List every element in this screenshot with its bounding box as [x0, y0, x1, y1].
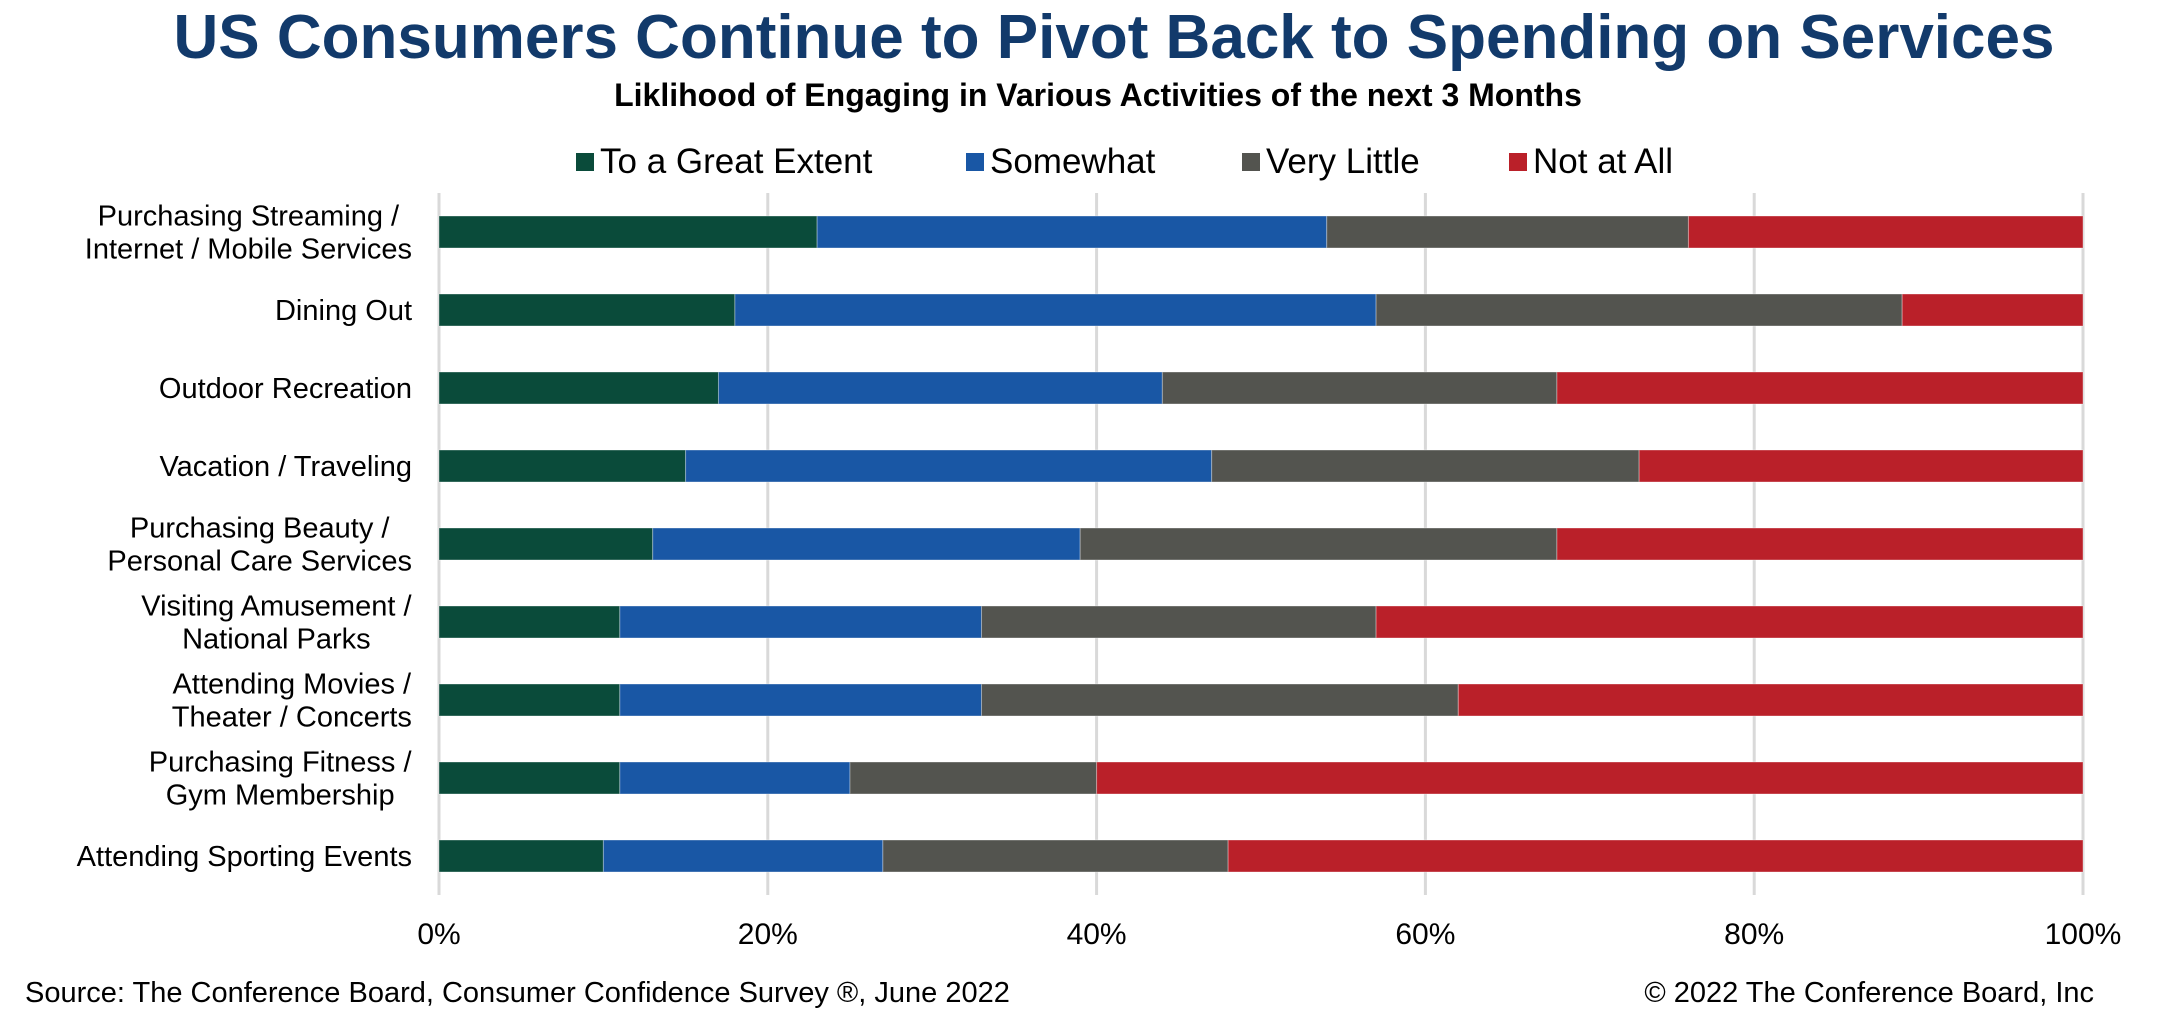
- category-label: Purchasing Fitness / Gym Membership: [149, 747, 413, 812]
- legend-swatch-not-at-all: [1509, 153, 1527, 171]
- bar-segment-very-little: [1079, 527, 1558, 561]
- category-label-line: Dining Out: [275, 295, 412, 327]
- x-tick-label: 20%: [738, 918, 798, 951]
- legend-label-very-little: Very Little: [1266, 142, 1420, 181]
- category-label-line: Attending Movies /: [173, 669, 413, 701]
- bar-segment-very-little: [882, 839, 1229, 873]
- bar-segment-somewhat: [602, 839, 884, 873]
- bar-segment-to-a-great-extent: [438, 839, 604, 873]
- bar-segment-not-at-all: [1227, 839, 2084, 873]
- legend-swatch-somewhat: [966, 153, 984, 171]
- bar-segment-to-a-great-extent: [438, 449, 687, 483]
- category-label: Vacation / Traveling: [159, 451, 412, 483]
- bar-segment-to-a-great-extent: [438, 215, 818, 249]
- x-tick-label: 60%: [1395, 918, 1455, 951]
- bar-segment-somewhat: [734, 293, 1377, 327]
- bar-segment-very-little: [981, 605, 1377, 639]
- bar-segment-not-at-all: [1638, 449, 2084, 483]
- category-label: Attending Sporting Events: [77, 841, 412, 873]
- bar-segment-very-little: [1211, 449, 1640, 483]
- chart-title: US Consumers Continue to Pivot Back to S…: [173, 3, 2055, 72]
- legend-item-very-little: Very Little: [1242, 142, 1420, 182]
- bar-segment-to-a-great-extent: [438, 761, 621, 795]
- bar-segment-not-at-all: [1556, 527, 2084, 561]
- bar-segment-very-little: [1326, 215, 1689, 249]
- legend-item-great-extent: To a Great Extent: [576, 142, 872, 182]
- bar-group-outdoor-recreation: [438, 371, 2084, 405]
- category-label-line: Vacation / Traveling: [159, 451, 412, 483]
- category-label-line: Visiting Amusement /: [141, 591, 412, 623]
- bar-segment-somewhat: [619, 761, 851, 795]
- bar-segment-to-a-great-extent: [438, 293, 736, 327]
- category-label: Dining Out: [275, 295, 412, 327]
- chart-subtitle: Liklihood of Engaging in Various Activit…: [614, 77, 1582, 113]
- bars: [438, 215, 2084, 873]
- bar-group-attending-movies-theater-concerts: [438, 683, 2084, 717]
- category-label-line: Purchasing Streaming /: [98, 201, 400, 233]
- x-tick-labels: 0% 20% 40% 60% 80% 100%: [417, 918, 2121, 951]
- x-tick-label: 40%: [1067, 918, 1127, 951]
- category-label-line: Personal Care Services: [107, 546, 412, 578]
- bar-segment-not-at-all: [1096, 761, 2084, 795]
- bar-segment-very-little: [849, 761, 1098, 795]
- source-note: Source: The Conference Board, Consumer C…: [25, 977, 1010, 1009]
- bar-segment-somewhat: [619, 683, 983, 717]
- bar-group-purchasing-fitness-gym-membership: [438, 761, 2084, 795]
- category-label: Purchasing Beauty / Personal Care Service…: [107, 513, 412, 578]
- bar-segment-not-at-all: [1901, 293, 2084, 327]
- legend-label-great-extent: To a Great Extent: [600, 142, 873, 181]
- category-label: Purchasing Streaming / Internet / Mobile …: [85, 201, 412, 266]
- bar-segment-very-little: [981, 683, 1459, 717]
- category-label-line: National Parks: [182, 624, 371, 656]
- bar-segment-somewhat: [717, 371, 1163, 405]
- copyright-note: © 2022 The Conference Board, Inc: [1644, 977, 2094, 1009]
- category-label-line: Purchasing Beauty /: [130, 513, 390, 545]
- bar-segment-not-at-all: [1457, 683, 2084, 717]
- category-label: Outdoor Recreation: [159, 373, 412, 405]
- bar-segment-to-a-great-extent: [438, 527, 654, 561]
- bar-segment-not-at-all: [1556, 371, 2084, 405]
- bar-segment-somewhat: [619, 605, 983, 639]
- bar-segment-not-at-all: [1687, 215, 2084, 249]
- bar-segment-to-a-great-extent: [438, 605, 621, 639]
- bar-group-attending-sporting-events: [438, 839, 2084, 873]
- bar-segment-to-a-great-extent: [438, 371, 719, 405]
- x-tick-label: 0%: [417, 918, 460, 951]
- bar-segment-not-at-all: [1375, 605, 2084, 639]
- x-tick-label: 80%: [1724, 918, 1784, 951]
- bar-segment-to-a-great-extent: [438, 683, 621, 717]
- bar-segment-somewhat: [816, 215, 1328, 249]
- legend-label-not-at-all: Not at All: [1533, 142, 1674, 181]
- bar-segment-somewhat: [685, 449, 1213, 483]
- bar-group-visiting-amusement-national-parks: [438, 605, 2084, 639]
- category-label: Attending Movies / Theater / Concerts: [172, 669, 412, 734]
- legend-swatch-great-extent: [576, 153, 594, 171]
- category-labels: Purchasing Streaming / Internet / Mobile …: [77, 201, 413, 874]
- category-label-line: Internet / Mobile Services: [85, 234, 412, 266]
- bar-group-dining-out: [438, 293, 2084, 327]
- bar-segment-very-little: [1161, 371, 1558, 405]
- bar-segment-very-little: [1375, 293, 1903, 327]
- category-label-line: Attending Sporting Events: [77, 841, 412, 873]
- bar-group-purchasing-streaming-internet-mobile-services: [438, 215, 2084, 249]
- bar-segment-somewhat: [652, 527, 1081, 561]
- x-tick-label: 100%: [2045, 918, 2122, 951]
- category-label-line: Purchasing Fitness /: [149, 747, 413, 779]
- category-label-line: Outdoor Recreation: [159, 373, 412, 405]
- category-label: Visiting Amusement / National Parks: [141, 591, 412, 656]
- category-label-line: Gym Membership: [166, 780, 395, 812]
- bar-group-purchasing-beauty-personal-care-services: [438, 527, 2084, 561]
- bar-group-vacation-traveling: [438, 449, 2084, 483]
- category-label-line: Theater / Concerts: [172, 702, 412, 734]
- legend-item-not-at-all: Not at All: [1509, 142, 1673, 182]
- legend-swatch-very-little: [1242, 153, 1260, 171]
- legend-label-somewhat: Somewhat: [990, 142, 1156, 181]
- legend-item-somewhat: Somewhat: [966, 142, 1155, 182]
